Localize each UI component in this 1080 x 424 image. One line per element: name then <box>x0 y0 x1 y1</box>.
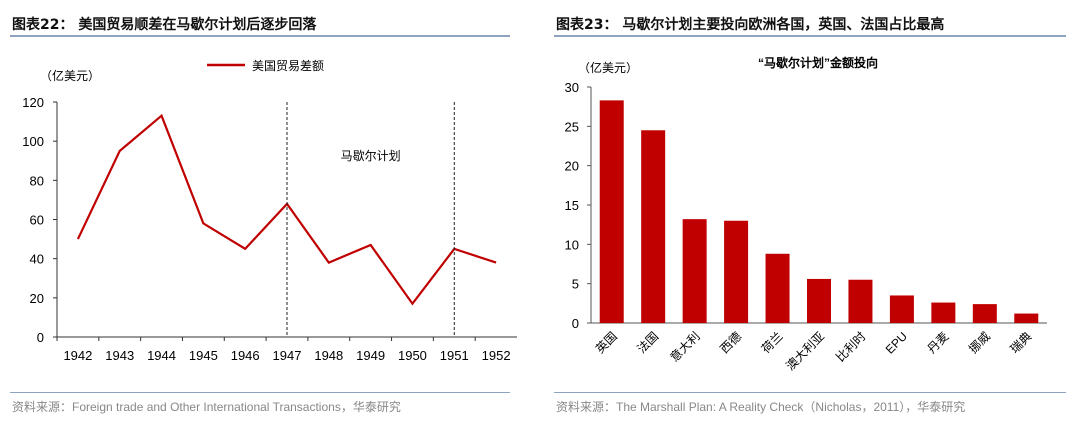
x-tick-label: 1949 <box>356 348 385 363</box>
right-footer-rule <box>554 392 1066 393</box>
left-footer-rule <box>10 392 510 393</box>
x-tick-label: 比利时 <box>833 329 868 364</box>
x-tick-label: 荷兰 <box>759 329 786 356</box>
y-tick-label: 100 <box>22 134 44 149</box>
left-title-rule <box>10 35 510 37</box>
annotation-label: 马歇尔计划 <box>341 148 401 163</box>
x-tick-label: 1943 <box>105 348 134 363</box>
y-tick-label: 60 <box>30 213 44 228</box>
bar <box>1014 313 1039 323</box>
x-tick-label: 1944 <box>147 348 176 363</box>
y-tick-label: 5 <box>572 277 579 292</box>
x-tick-label: 法国 <box>634 329 661 356</box>
x-tick-label: 1947 <box>273 348 302 363</box>
bar <box>972 304 997 323</box>
x-tick-label: 1948 <box>314 348 343 363</box>
y-tick-label: 20 <box>565 159 579 174</box>
bar <box>848 279 873 323</box>
x-tick-label: 意大利 <box>667 329 703 365</box>
x-tick-label: 英国 <box>593 329 620 356</box>
left-chart-title: 图表22： 美国贸易顺差在马歇尔计划后逐步回落 <box>12 17 317 33</box>
bar <box>724 220 749 323</box>
x-tick-label: EPU <box>883 329 910 356</box>
y-tick-label: 25 <box>565 119 579 134</box>
bar <box>599 100 624 323</box>
bar <box>765 253 790 323</box>
y-tick-label: 40 <box>30 252 44 267</box>
y-tick-label: 30 <box>565 80 579 95</box>
y-axis-unit: （亿美元） <box>40 68 100 83</box>
x-tick-label: 丹麦 <box>925 329 952 356</box>
x-tick-label: 澳大利亚 <box>783 329 827 373</box>
bar <box>641 130 666 323</box>
x-tick-label: 西德 <box>717 329 745 357</box>
bar <box>889 295 914 323</box>
x-tick-label: 1951 <box>440 348 469 363</box>
bar <box>682 219 707 323</box>
x-tick-label: 1942 <box>63 348 92 363</box>
x-tick-label: 挪威 <box>966 329 993 356</box>
legend-label: 美国贸易差额 <box>252 59 324 73</box>
y-tick-label: 10 <box>565 237 579 252</box>
x-tick-label: 1952 <box>482 348 511 363</box>
x-tick-label: 1950 <box>398 348 427 363</box>
bar <box>807 278 831 323</box>
y-tick-label: 15 <box>565 198 579 213</box>
right-source: 资料来源：The Marshall Plan: A Reality Check（… <box>556 400 966 414</box>
bar <box>931 302 956 323</box>
x-tick-label: 瑞典 <box>1008 329 1035 356</box>
y-axis-unit: （亿美元） <box>578 60 638 75</box>
right-chart-title: 图表23： 马歇尔计划主要投向欧洲各国，英国、法国占比最高 <box>556 17 945 33</box>
y-tick-label: 80 <box>30 173 44 188</box>
x-tick-label: 1946 <box>231 348 260 363</box>
right-title-rule <box>554 35 1066 37</box>
chart-subtitle: “马歇尔计划”金额投向 <box>758 55 878 70</box>
y-tick-label: 120 <box>22 95 44 110</box>
y-tick-label: 20 <box>30 291 44 306</box>
y-tick-label: 0 <box>37 330 44 345</box>
x-tick-label: 1945 <box>189 348 218 363</box>
y-tick-label: 0 <box>572 316 579 331</box>
left-source: 资料来源：Foreign trade and Other Internation… <box>12 400 401 414</box>
